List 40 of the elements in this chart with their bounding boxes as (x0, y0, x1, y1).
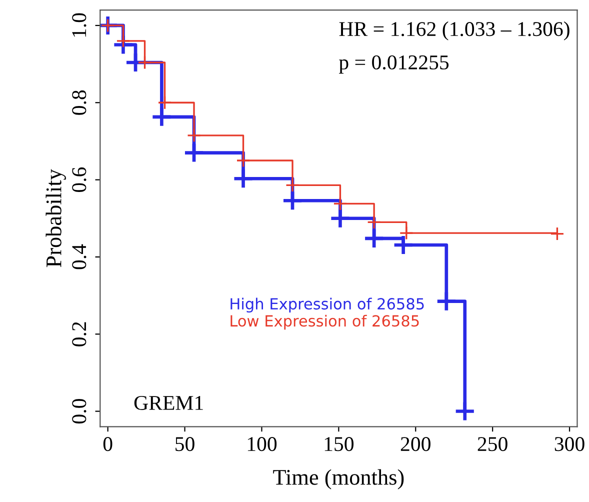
y-tick-label: 1.0 (72, 13, 86, 37)
x-tick-label: 0 (103, 437, 112, 452)
x-axis-title: Time (months) (273, 469, 404, 490)
y-tick-label: 0.0 (72, 399, 86, 424)
point (436, 290, 458, 312)
x-tick-label: 300 (554, 437, 584, 452)
series-label: High Expression of 26585 (230, 298, 424, 313)
y-tick-label: 0.6 (72, 167, 86, 192)
point (100, 18, 115, 33)
point (186, 128, 202, 143)
point (399, 226, 414, 240)
point (150, 106, 172, 128)
y-tick-label: 0.2 (72, 322, 86, 346)
point (333, 196, 348, 211)
x-tick-label: 150 (324, 437, 354, 452)
x-tick-label: 250 (478, 437, 508, 452)
text: Low Expression of 26585 (230, 314, 419, 330)
point (138, 55, 152, 70)
point (392, 234, 414, 256)
x-tick-label: 200 (400, 437, 430, 452)
x-tick-label: 50 (176, 437, 194, 452)
point (232, 168, 254, 190)
annotation: p = 0.012255 (339, 55, 449, 74)
y-tick-label: 0.4 (72, 244, 86, 270)
point (236, 153, 250, 168)
point (363, 228, 385, 250)
point (158, 96, 172, 110)
point (366, 215, 382, 230)
y-tick-label: 0.8 (72, 90, 86, 115)
point (116, 34, 130, 48)
x-tick-label: 100 (248, 437, 277, 452)
annotation: HR = 1.162 (1.033 – 1.306) (339, 21, 570, 40)
annotation: GREM1 (134, 396, 203, 410)
point (285, 178, 300, 192)
point (282, 190, 304, 212)
point (330, 208, 351, 230)
point (550, 226, 564, 241)
y-axis-title: Probability (46, 169, 66, 268)
point (183, 142, 205, 164)
point (454, 400, 476, 422)
